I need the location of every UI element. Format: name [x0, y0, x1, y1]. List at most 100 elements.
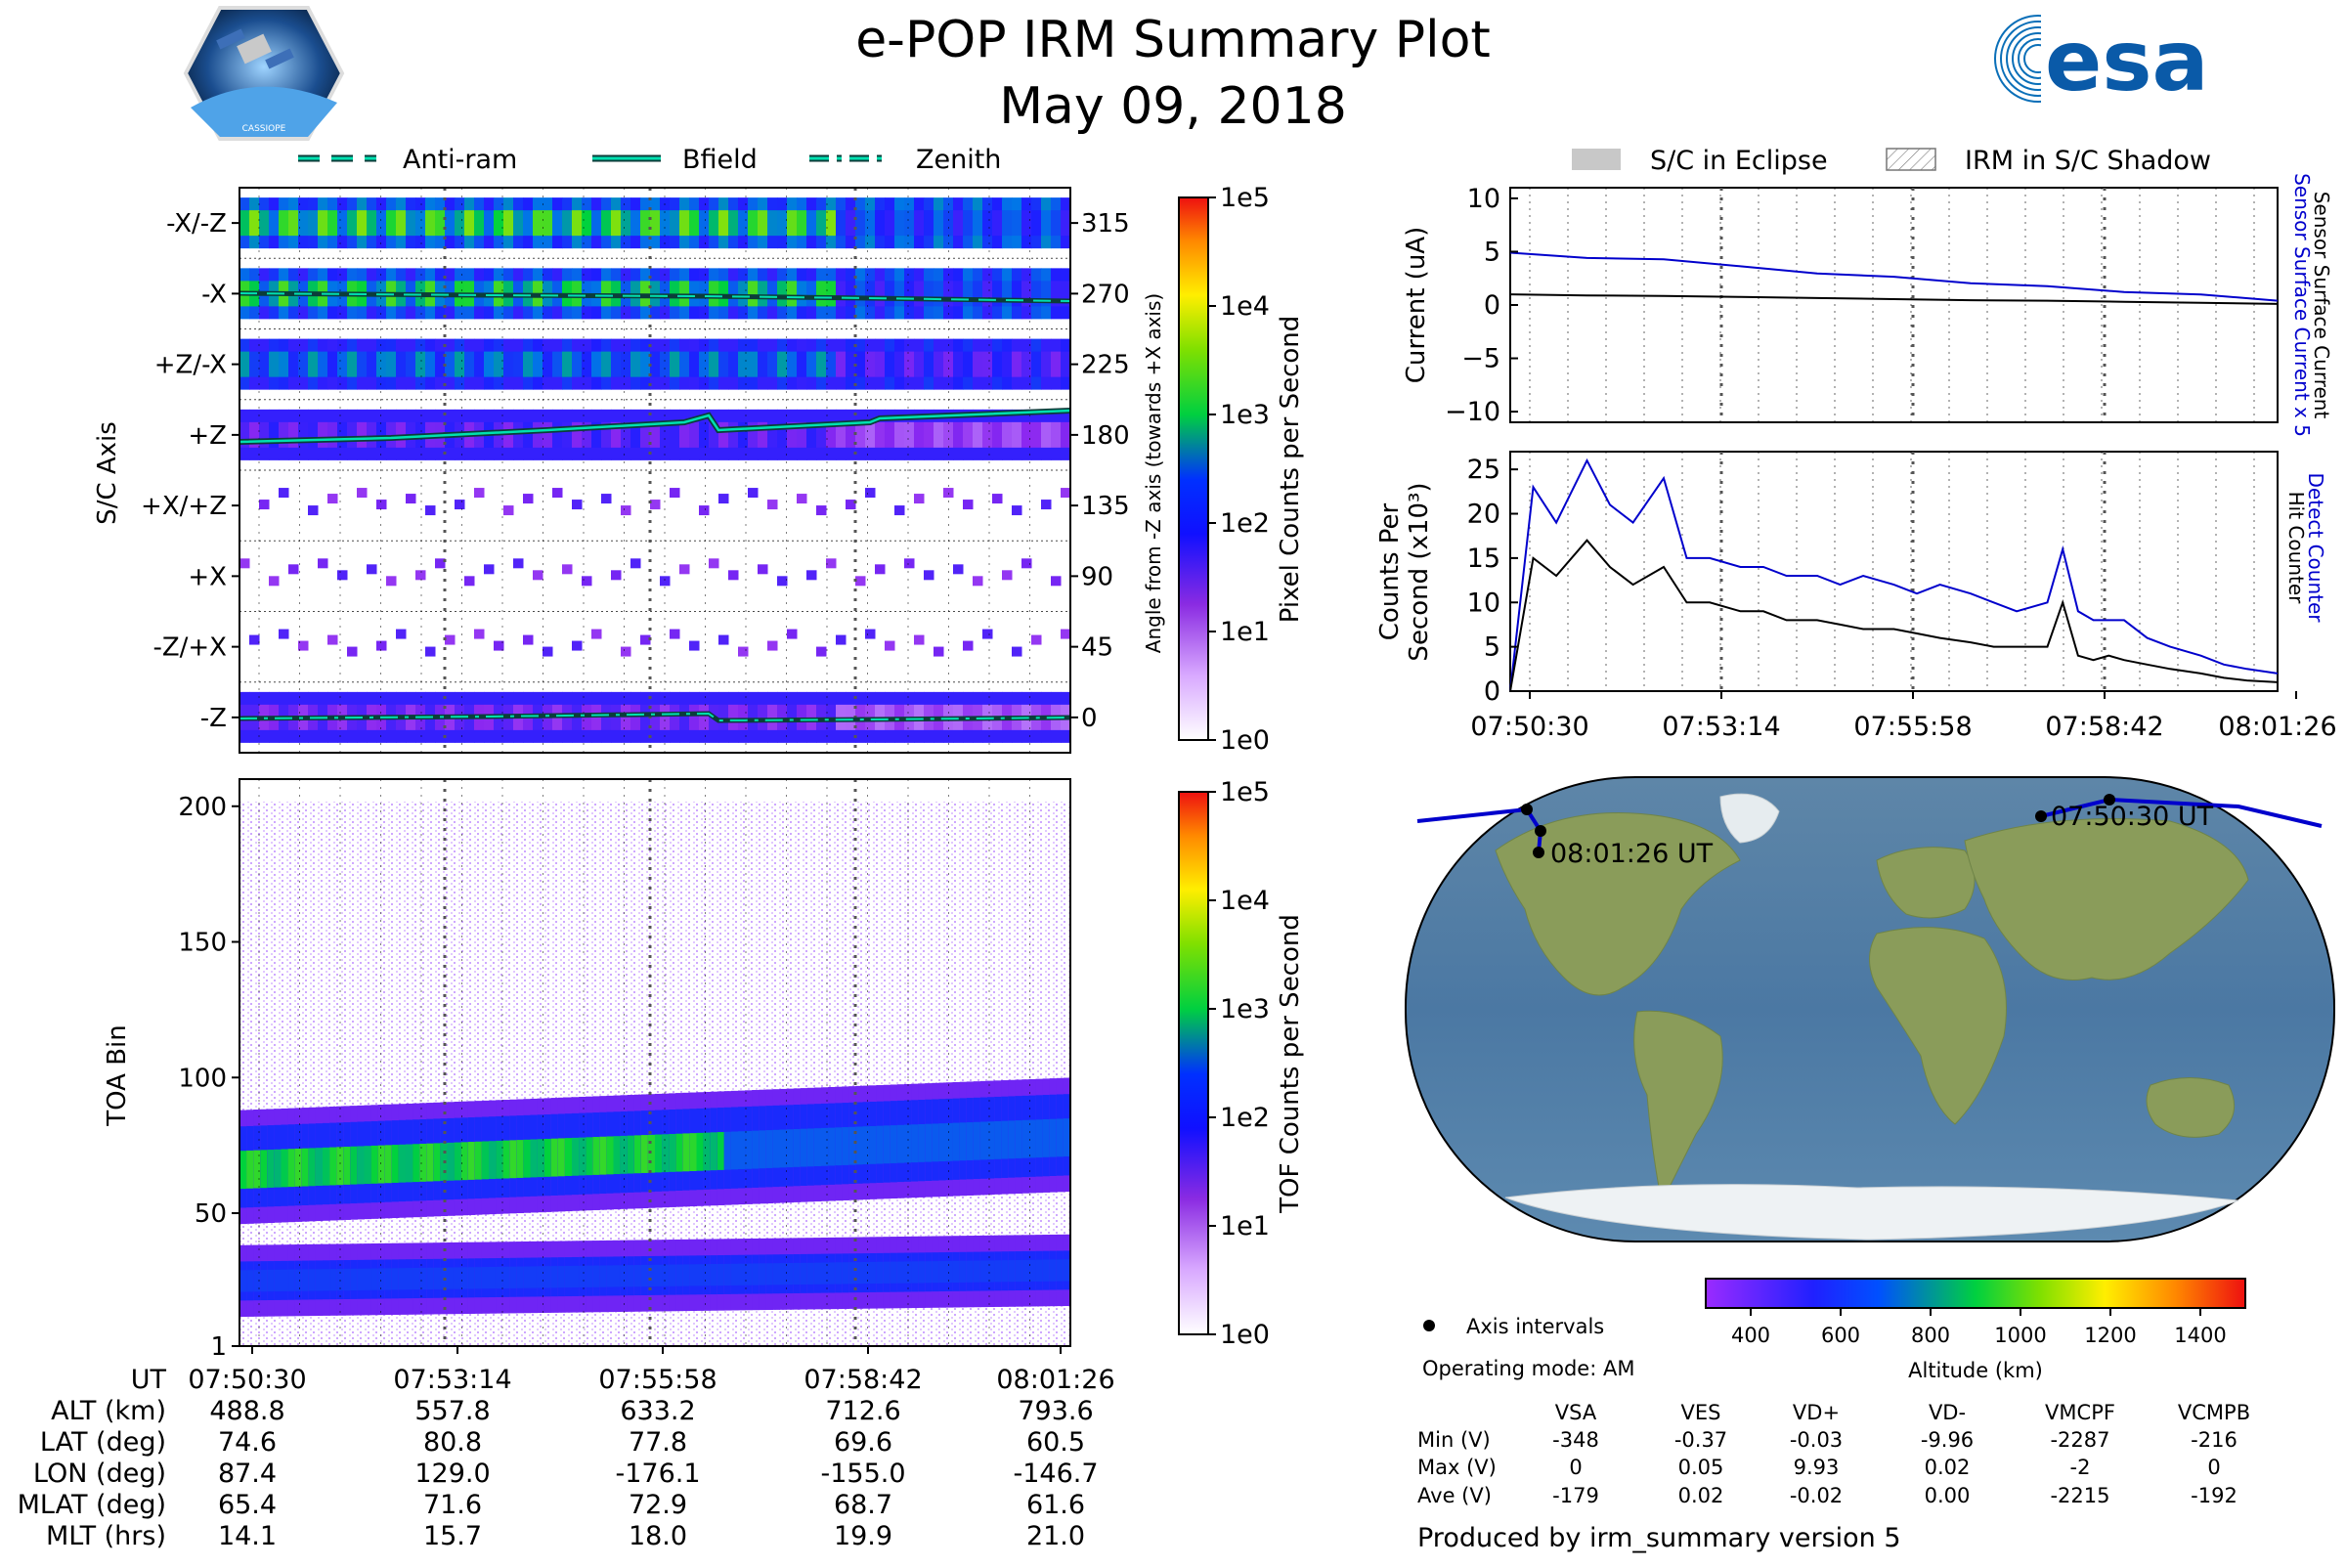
voltage-cell: -0.02 — [1790, 1484, 1843, 1507]
current-right-label-blue: Sensor Surface Current x 5 — [2290, 173, 2314, 437]
tof-band-1 — [239, 1234, 1071, 1318]
altitude-tick-label: 1000 — [1994, 1324, 2046, 1347]
pixel-colorbar-label: Pixel Counts per Second — [1276, 316, 1305, 624]
legend-zenith: Zenith — [916, 145, 1001, 175]
operating-mode: Operating mode: AM — [1422, 1357, 1634, 1380]
tof-colorbar: 1e0 1e1 1e2 1e3 1e4 1e5 TOF Counts per Second — [1178, 777, 1305, 1350]
voltage-col-header: VMCPF — [2045, 1401, 2115, 1424]
pixel-band-6 — [249, 629, 1071, 657]
ephemeris-cell: 87.4 — [218, 1459, 277, 1489]
voltage-cell: 0.02 — [1678, 1484, 1724, 1507]
pixel-ytick-label: +X — [188, 562, 227, 591]
counts-xtick-label: 07:58:42 — [2045, 712, 2163, 742]
ephemeris-cell: 68.7 — [834, 1490, 892, 1520]
ephemeris-cell: 71.6 — [423, 1490, 482, 1520]
ephemeris-cell: 60.5 — [1026, 1427, 1085, 1458]
top-legend: Anti-ram Bfield Zenith — [298, 145, 1001, 175]
ephemeris-cell: 65.4 — [218, 1490, 277, 1520]
voltage-cell: -2 — [2070, 1456, 2091, 1479]
pixel-right-tick-label: 225 — [1081, 351, 1130, 380]
ephemeris-cell: 129.0 — [414, 1459, 490, 1489]
ephemeris-cell: 72.9 — [629, 1490, 687, 1520]
legend-shadow: IRM in S/C Shadow — [1965, 146, 2211, 176]
pixel-ytick-label: +Z — [188, 421, 227, 451]
altitude-tick-label: 800 — [1911, 1324, 1950, 1347]
altitude-colorbar: 400 600 800 1000 1200 1400 Altitude (km) — [1705, 1278, 2246, 1382]
ephemeris-cell: 69.6 — [834, 1427, 892, 1458]
ephemeris-cell: 14.1 — [218, 1521, 277, 1551]
altitude-tick-label: 1200 — [2084, 1324, 2136, 1347]
legend-eclipse: S/C in Eclipse — [1650, 146, 1828, 176]
voltage-cell: -348 — [1552, 1428, 1599, 1452]
pixel-colorbar-tick: 1e2 — [1220, 508, 1270, 539]
pixel-band-5 — [239, 558, 1062, 587]
ephemeris-cell: -176.1 — [615, 1459, 700, 1489]
axis-interval-dots — [1521, 794, 2115, 858]
cassiope-logo: CASSIOPE — [183, 6, 345, 141]
voltage-cell: 0.02 — [1925, 1456, 1971, 1479]
world-map: 07:50:30 UT 08:01:26 UT — [1405, 776, 2335, 1242]
ephemeris-row-label: MLT (hrs) — [46, 1521, 166, 1551]
legend-anti-ram: Anti-ram — [403, 145, 517, 175]
voltage-col-header: VSA — [1555, 1401, 1597, 1424]
ephemeris-cell: -155.0 — [820, 1459, 905, 1489]
voltage-cell: -216 — [2191, 1428, 2237, 1452]
voltage-cell: -2287 — [2050, 1428, 2109, 1452]
tof-ylabel: TOA Bin — [103, 1024, 132, 1126]
tof-ytick-label: 200 — [178, 793, 227, 822]
tof-ytick-label: 150 — [178, 929, 227, 958]
current-ylabel: Current (uA) — [1402, 227, 1431, 383]
ephemeris-cell: 19.9 — [834, 1521, 892, 1551]
ephemeris-cell: 793.6 — [1018, 1396, 1093, 1426]
voltage-cell: 0 — [2207, 1456, 2220, 1479]
counts-ytick-label: 20 — [1467, 500, 1500, 530]
ephemeris-row-label: LAT (deg) — [40, 1427, 166, 1458]
altitude-label: Altitude (km) — [1908, 1359, 2043, 1382]
counts-xtick-label: 07:53:14 — [1662, 712, 1780, 742]
tof-colorbar-tick: 1e3 — [1220, 994, 1270, 1024]
pixel-ytick-label: +Z/-X — [154, 351, 227, 380]
axis-interval-legend-dot — [1423, 1320, 1435, 1331]
counts-series-0 — [1509, 457, 2279, 692]
voltage-col-header: VES — [1681, 1401, 1721, 1424]
tof-colorbar-tick: 1e1 — [1220, 1211, 1270, 1241]
counts-series-1 — [1509, 539, 2279, 692]
ephemeris-cell: 18.0 — [629, 1521, 687, 1551]
counts-ytick-label: 15 — [1467, 544, 1500, 574]
counts-ylabel-line2: Second (x10³) — [1405, 482, 1434, 661]
voltage-row-label: Max (V) — [1417, 1456, 1497, 1479]
shadow-swatch — [1886, 148, 1936, 171]
pixel-right-tick-label: 90 — [1081, 562, 1113, 591]
current-right-label-black: Sensor Surface Current — [2310, 192, 2333, 419]
altitude-tick-label: 1400 — [2174, 1324, 2226, 1347]
counts-xtick-label: 07:55:58 — [1853, 712, 1972, 742]
ephemeris-cell: 80.8 — [423, 1427, 482, 1458]
ephemeris-row-label: UT — [131, 1365, 167, 1395]
map-end-label: 08:01:26 UT — [1550, 839, 1714, 869]
tof-ytick-label: 50 — [195, 1199, 227, 1229]
voltage-col-header: VD+ — [1793, 1401, 1840, 1424]
voltage-cell: 0.00 — [1925, 1484, 1971, 1507]
pixel-ylabel: S/C Axis — [93, 421, 122, 525]
zenith-line — [239, 711, 1071, 723]
pixel-ytick-label: -X — [201, 280, 227, 309]
pixel-colorbar-tick: 1e3 — [1220, 400, 1270, 430]
ephemeris-cell: 07:58:42 — [804, 1365, 922, 1395]
pixel-bands — [239, 197, 1071, 743]
altitude-tick-label: 600 — [1821, 1324, 1860, 1347]
voltage-table: VSA VES VD+ VD- VMCPF VCMPB Min (V) -348 -0.37 -0… — [1417, 1401, 2250, 1507]
voltage-row-label: Min (V) — [1417, 1428, 1491, 1452]
pixel-right-label: Angle from -Z axis (towards +X axis) — [1142, 293, 1165, 653]
esa-logo: esa — [1994, 13, 2209, 110]
tof-colorbar-tick: 1e5 — [1220, 777, 1270, 807]
produced-by: Produced by irm_summary version 5 — [1417, 1523, 1901, 1553]
tof-ytick-label: 1 — [210, 1332, 227, 1362]
pixel-ytick-label: +X/+Z — [141, 492, 227, 521]
page-title: e-POP IRM Summary Plot — [855, 11, 1491, 69]
current-chart: 10 5 0 −5 −10 Current (uA) Sensor Surface Cu… — [1402, 173, 2333, 437]
map-start-label: 07:50:30 UT — [2051, 802, 2214, 832]
pixel-right-tick-label: 45 — [1081, 633, 1113, 663]
pixel-right-tick-label: 270 — [1081, 280, 1130, 309]
pixel-ytick-label: -Z/+X — [152, 633, 227, 663]
